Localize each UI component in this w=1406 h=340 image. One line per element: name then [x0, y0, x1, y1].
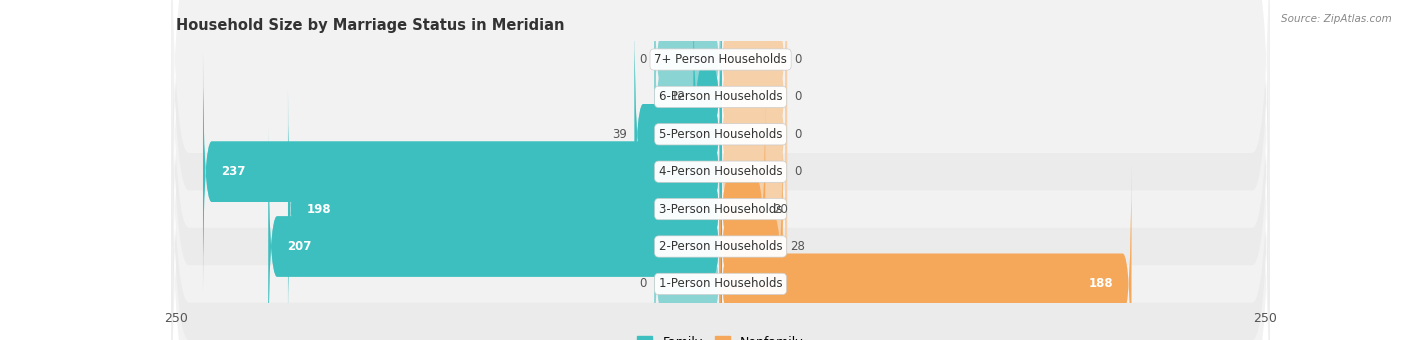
Text: 188: 188: [1088, 277, 1114, 290]
Text: 207: 207: [287, 240, 311, 253]
FancyBboxPatch shape: [720, 52, 787, 291]
FancyBboxPatch shape: [288, 90, 721, 328]
FancyBboxPatch shape: [720, 127, 787, 340]
FancyBboxPatch shape: [172, 0, 1270, 340]
FancyBboxPatch shape: [172, 41, 1270, 340]
Text: 12: 12: [671, 90, 686, 103]
FancyBboxPatch shape: [720, 0, 787, 179]
FancyBboxPatch shape: [202, 52, 721, 291]
Text: 7+ Person Households: 7+ Person Households: [654, 53, 787, 66]
FancyBboxPatch shape: [269, 127, 721, 340]
FancyBboxPatch shape: [720, 165, 1132, 340]
FancyBboxPatch shape: [720, 0, 787, 216]
FancyBboxPatch shape: [654, 165, 721, 340]
FancyBboxPatch shape: [172, 0, 1270, 340]
Text: Household Size by Marriage Status in Meridian: Household Size by Marriage Status in Mer…: [176, 18, 564, 33]
FancyBboxPatch shape: [634, 15, 721, 254]
FancyBboxPatch shape: [172, 3, 1270, 340]
FancyBboxPatch shape: [654, 0, 721, 179]
Text: 5-Person Households: 5-Person Households: [659, 128, 782, 141]
Text: 0: 0: [794, 90, 801, 103]
Text: 0: 0: [794, 128, 801, 141]
FancyBboxPatch shape: [634, 15, 721, 254]
Text: 1-Person Households: 1-Person Households: [659, 277, 782, 290]
Text: 4-Person Households: 4-Person Households: [659, 165, 782, 178]
FancyBboxPatch shape: [720, 90, 765, 328]
FancyBboxPatch shape: [172, 0, 1270, 303]
Text: 28: 28: [790, 240, 806, 253]
FancyBboxPatch shape: [172, 78, 1270, 340]
FancyBboxPatch shape: [720, 165, 1132, 340]
Text: 0: 0: [794, 53, 801, 66]
Text: 2-Person Households: 2-Person Households: [659, 240, 782, 253]
Text: 0: 0: [640, 53, 647, 66]
Text: 0: 0: [794, 165, 801, 178]
FancyBboxPatch shape: [693, 0, 721, 216]
FancyBboxPatch shape: [720, 127, 783, 340]
Text: 39: 39: [612, 128, 627, 141]
Text: 20: 20: [773, 203, 787, 216]
FancyBboxPatch shape: [172, 0, 1270, 265]
FancyBboxPatch shape: [720, 90, 787, 328]
FancyBboxPatch shape: [654, 0, 721, 216]
Text: 198: 198: [307, 203, 332, 216]
FancyBboxPatch shape: [269, 127, 721, 340]
Text: Source: ZipAtlas.com: Source: ZipAtlas.com: [1281, 14, 1392, 23]
FancyBboxPatch shape: [288, 90, 721, 328]
Text: 6-Person Households: 6-Person Households: [659, 90, 782, 103]
Text: 0: 0: [640, 277, 647, 290]
Text: 3-Person Households: 3-Person Households: [659, 203, 782, 216]
FancyBboxPatch shape: [720, 15, 787, 254]
Text: 237: 237: [222, 165, 246, 178]
Legend: Family, Nonfamily: Family, Nonfamily: [633, 331, 808, 340]
FancyBboxPatch shape: [202, 52, 721, 291]
